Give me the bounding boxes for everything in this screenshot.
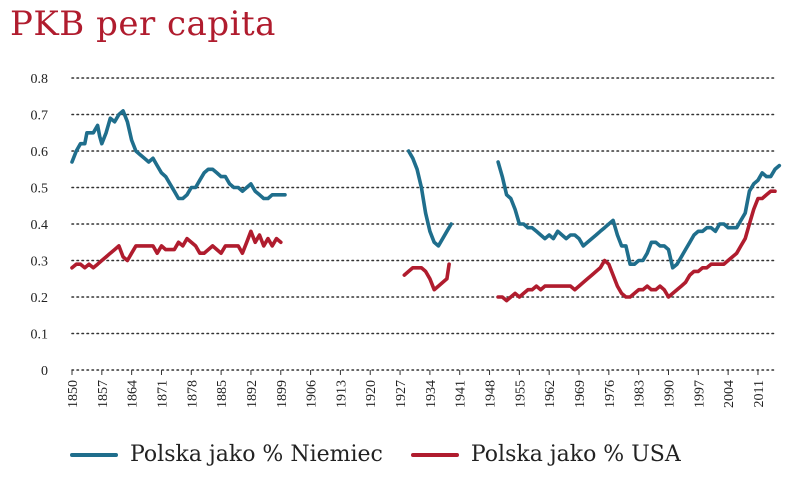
x-tick-label: 1899 <box>275 380 290 408</box>
chart-title: PKB per capita <box>10 4 276 44</box>
x-tick-label: 1948 <box>484 380 499 408</box>
x-tick-label: 1871 <box>155 380 170 408</box>
x-tick-label: 1990 <box>662 380 677 408</box>
x-tick-label: 1934 <box>424 380 439 408</box>
y-tick-label: 0.5 <box>31 182 49 197</box>
x-tick-label: 1913 <box>334 380 349 408</box>
legend-item-usa: Polska jako % USA <box>410 442 681 467</box>
x-tick-label: 1983 <box>633 380 648 408</box>
line-chart: 00.10.20.30.40.50.60.70.8 1850 1857 1864 18… <box>31 72 782 408</box>
y-tick-label: 0.2 <box>31 291 49 306</box>
y-tick-label: 0.4 <box>31 218 49 233</box>
x-tick-label: 1864 <box>126 380 141 408</box>
x-tick-label: 1941 <box>454 380 469 408</box>
x-tick-label: 1927 <box>394 380 409 408</box>
y-axis: 0 0.1 0.2 0.3 0.4 0.5 0.6 0.7 0.8 <box>31 72 49 379</box>
series-usa-line-2 <box>496 189 777 303</box>
x-tick-label: 1885 <box>215 380 230 408</box>
series-lines <box>70 109 782 303</box>
x-tick-label: 1955 <box>513 380 528 408</box>
series-usa-line-0 <box>70 229 283 270</box>
x-tick-label: 2011 <box>752 380 767 407</box>
series-niemiec-line-2 <box>496 160 782 270</box>
x-tick-label: 1976 <box>603 380 618 408</box>
x-tick-label: 1906 <box>305 380 320 408</box>
x-tick-label: 1997 <box>692 380 707 408</box>
y-tick-label: 0.3 <box>31 255 49 270</box>
y-tick-label: 0 <box>41 364 48 379</box>
legend-swatch-usa <box>410 452 459 457</box>
legend-label-niemiec: Polska jako % Niemiec <box>130 442 383 467</box>
series-niemiec-line-0 <box>70 109 287 201</box>
x-tick-label: 1969 <box>573 380 588 408</box>
y-tick-label: 0.8 <box>31 72 49 87</box>
y-tick-label: 0.1 <box>31 328 49 343</box>
x-tick-label: 1962 <box>543 380 558 408</box>
y-tick-label: 0.6 <box>31 145 49 160</box>
x-axis: 1850 1857 1864 1871 1878 1885 1892 1899 1906 1913… <box>66 370 767 408</box>
x-tick-label: 1857 <box>96 380 111 408</box>
legend-item-niemiec: Polska jako % Niemiec <box>70 442 383 467</box>
series-niemiec-line-1 <box>406 149 453 248</box>
x-tick-label: 1878 <box>185 380 200 408</box>
x-tick-label: 1920 <box>364 380 379 408</box>
x-tick-label: 1850 <box>66 380 81 408</box>
legend-label-usa: Polska jako % USA <box>470 442 681 467</box>
legend: Polska jako % Niemiec Polska jako % USA <box>70 442 681 467</box>
y-tick-label: 0.7 <box>31 109 49 124</box>
series-usa-line-1 <box>402 262 451 292</box>
x-tick-label: 2004 <box>722 380 737 408</box>
x-tick-label: 1892 <box>245 380 260 408</box>
legend-swatch-niemiec <box>70 452 118 457</box>
grid-lines <box>71 77 776 371</box>
